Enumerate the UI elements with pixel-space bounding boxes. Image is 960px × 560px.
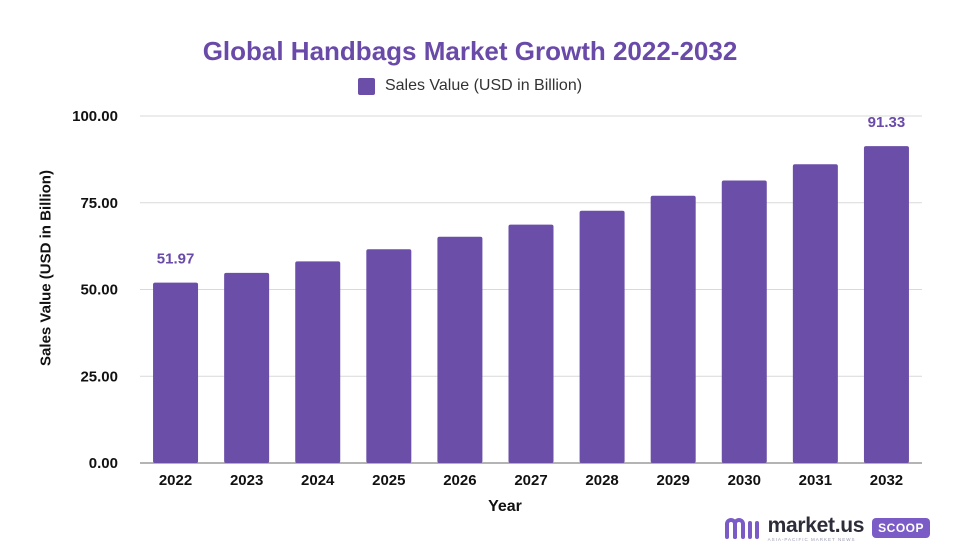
y-tick-label: 100.00 (72, 108, 118, 125)
legend-label: Sales Value (USD in Billion) (384, 77, 583, 94)
chart-legend: Sales Value (USD in Billion) (0, 77, 940, 95)
bar (295, 261, 341, 463)
x-tick-label: 2028 (585, 472, 618, 489)
legend-swatch (357, 77, 375, 95)
x-tick-label: 2026 (443, 472, 476, 489)
x-tick-label: 2027 (514, 472, 547, 489)
bar (224, 272, 270, 463)
x-tick-label: 2023 (230, 472, 263, 489)
x-tick-label: 2022 (159, 472, 192, 489)
brand-watermark: market.us ASIA-PACIFIC MARKET NEWS SCOOP (724, 515, 930, 543)
bar (792, 164, 838, 463)
brand-badge: SCOOP (872, 518, 930, 539)
x-axis-label: Year (488, 498, 522, 515)
bar (579, 210, 625, 463)
y-tick-label: 0.00 (89, 455, 118, 472)
x-tick-label: 2024 (301, 472, 335, 489)
x-tick-label: 2025 (372, 472, 405, 489)
data-label: 91.33 (868, 114, 906, 131)
x-tick-label: 2031 (799, 472, 832, 489)
brand-tagline: ASIA-PACIFIC MARKET NEWS (767, 536, 856, 542)
bar (863, 146, 909, 463)
bar (650, 195, 696, 463)
brand-name: market.us (767, 513, 865, 537)
x-tick-label: 2030 (728, 472, 761, 489)
y-tick-label: 50.00 (80, 282, 118, 299)
bar (437, 236, 483, 463)
bar (153, 282, 199, 463)
x-tick-label: 2032 (870, 472, 903, 489)
bar (508, 224, 554, 463)
y-tick-label: 25.00 (80, 368, 118, 385)
bar (721, 180, 767, 464)
data-label: 51.97 (157, 251, 195, 268)
y-tick-label: 75.00 (80, 195, 118, 212)
y-axis-label: Sales Value (USD in Billion) (37, 170, 55, 366)
bar (366, 249, 412, 463)
x-tick-label: 2029 (656, 472, 689, 489)
chart-title: Global Handbags Market Growth 2022-2032 (202, 36, 738, 66)
market-us-logo-icon (724, 518, 759, 540)
